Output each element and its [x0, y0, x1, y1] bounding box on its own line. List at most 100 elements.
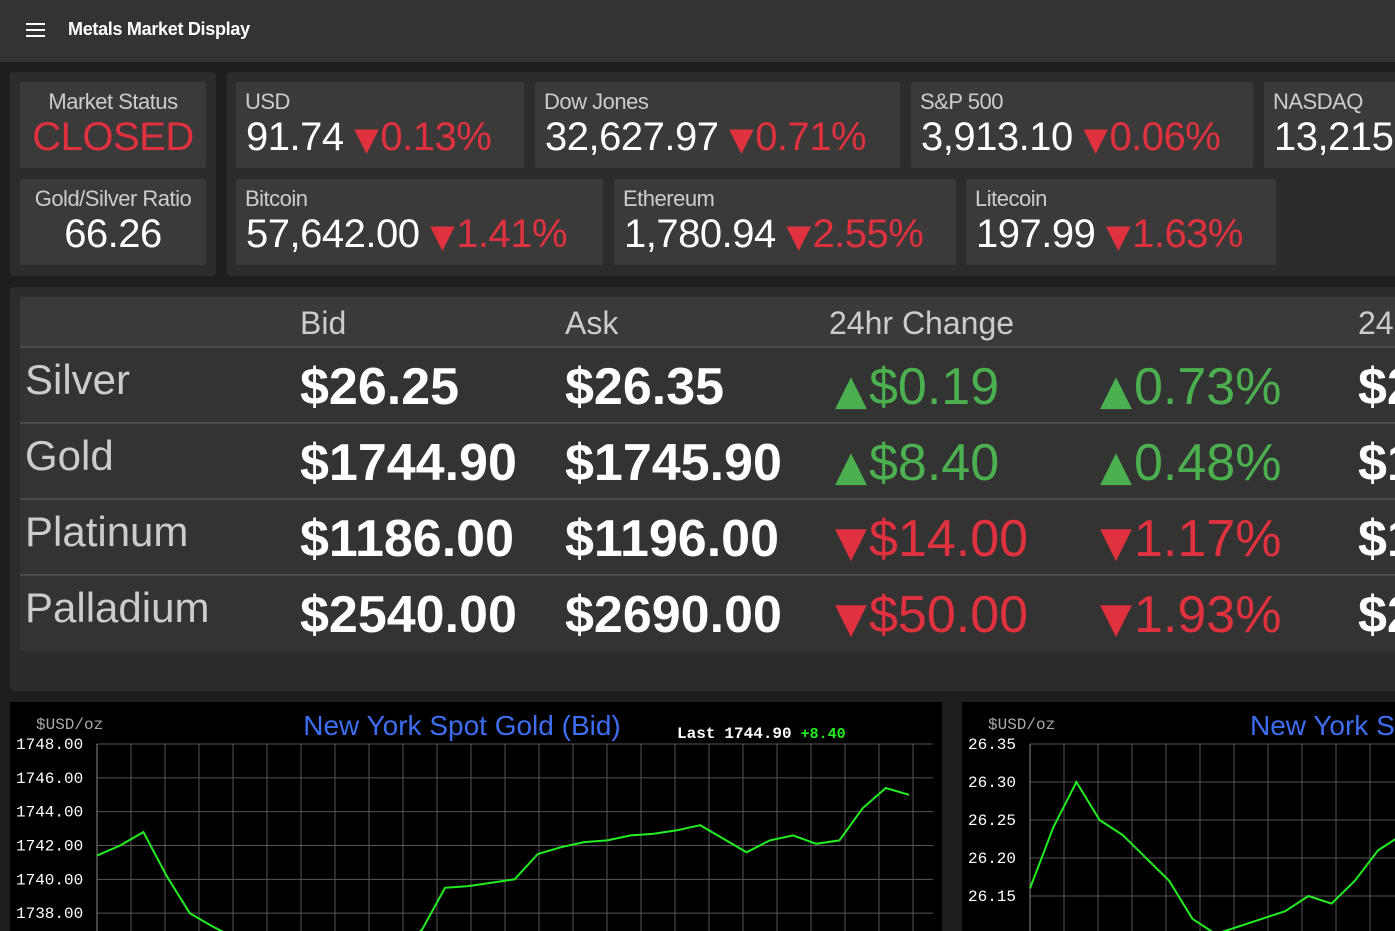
last-value: 1744.90: [724, 725, 791, 743]
metal-name: Platinum: [25, 508, 189, 555]
app-title: Metals Market Display: [68, 19, 250, 39]
ratio-card: Gold/Silver Ratio 66.26: [20, 179, 206, 265]
y-tick-label: 26.30: [968, 774, 1016, 792]
change: $8.40: [835, 433, 999, 493]
price-line: [96, 786, 910, 931]
ticker-value-line: 197.99 1.63%: [976, 212, 1244, 257]
ticker-change: 0.13%: [354, 115, 492, 159]
unit-label: $USD/oz: [988, 716, 1055, 734]
change-pct: 0.73%: [1100, 357, 1281, 417]
change: $14.00: [835, 509, 1028, 569]
change-pct: 1.93%: [1100, 585, 1281, 645]
metal-row: Silver $26.25 $26.35 $0.19 0.73% $2: [20, 346, 1395, 423]
ticker-name: Bitcoin: [245, 186, 308, 211]
ticker-value-line: 91.74 0.13%: [246, 115, 492, 160]
ticker-card: Ethereum 1,780.94 2.55%: [614, 179, 956, 265]
ticker-change: 1.41%: [430, 212, 568, 256]
table-header: Bid Ask 24hr Change 24: [20, 297, 1395, 346]
ticker-name: NASDAQ: [1273, 89, 1363, 114]
change-pct: 0.48%: [1100, 433, 1281, 493]
change: $0.19: [835, 357, 999, 417]
ticker-value: 3,913.10: [921, 115, 1073, 159]
card-label: Gold/Silver Ratio: [34, 186, 192, 211]
gold-chart: 1738.00 1740.00 1742.00 1744.00 1746.00 1748.…: [16, 710, 933, 931]
y-tick-label: 1742.00: [16, 838, 83, 856]
ticker-change: 1.63%: [1106, 212, 1244, 256]
ticker-card: USD 91.74 0.13%: [236, 82, 524, 168]
price-line: [1029, 779, 1395, 931]
y-tick-label: 1746.00: [16, 770, 83, 788]
ticker-change: 0.71%: [729, 115, 867, 159]
ratio-value: 66.26: [64, 212, 162, 256]
ticker-value: 1,780.94: [624, 212, 776, 256]
ask: $2690.00: [565, 586, 782, 644]
chart-title: New York S: [1250, 710, 1395, 741]
bid: $1186.00: [300, 510, 515, 568]
ticker-name: S&P 500: [920, 89, 1003, 114]
ticker-name: Dow Jones: [544, 89, 649, 114]
ticker-card: Bitcoin 57,642.00 1.41%: [236, 179, 603, 265]
ticker-value-line: 57,642.00 1.41%: [246, 212, 568, 257]
extra: $2: [1358, 358, 1395, 416]
ticker-change: 2.55%: [786, 212, 924, 256]
ask: $1196.00: [565, 510, 780, 568]
y-tick-label: 1744.00: [16, 804, 83, 822]
y-tick-label: 1740.00: [16, 871, 83, 889]
column-header: 24hr Change: [829, 305, 1015, 341]
ticker-value: 197.99: [976, 212, 1096, 256]
bid: $2540.00: [300, 586, 517, 644]
metal-name: Palladium: [25, 584, 210, 631]
ticker-card: Litecoin 197.99 1.63%: [966, 179, 1276, 265]
metal-row: Platinum $1186.00 $1196.00 $14.00 1.17% …: [20, 498, 1395, 575]
ticker-value: 57,642.00: [246, 212, 420, 256]
extra: $2: [1358, 586, 1395, 644]
ticker-value: 13,215: [1274, 115, 1394, 159]
ticker-name: Ethereum: [623, 186, 715, 211]
ticker-name: Litecoin: [975, 186, 1047, 211]
extra: $1: [1358, 434, 1395, 492]
unit-label: $USD/oz: [36, 716, 103, 734]
menu-icon[interactable]: [26, 22, 46, 38]
silver-chart: 26.15 26.20 26.25 26.30 26.35 $USD/oz New York…: [968, 710, 1395, 931]
bid: $1744.90: [300, 434, 517, 492]
ticker-change: 0.06%: [1083, 115, 1221, 159]
last-label: Last: [677, 725, 715, 743]
chart-title: New York Spot Gold (Bid): [303, 710, 621, 741]
ticker-value: 32,627.97: [545, 115, 719, 159]
market-status: CLOSED: [32, 115, 194, 159]
ticker-card: Dow Jones 32,627.97 0.71%: [535, 82, 900, 168]
chart-panel: [962, 702, 1395, 931]
extra: $1: [1358, 510, 1395, 568]
bid: $26.25: [300, 358, 460, 416]
ticker-card: NASDAQ 13,215: [1264, 82, 1395, 168]
y-tick-label: 26.20: [968, 850, 1016, 868]
y-tick-label: 1748.00: [16, 736, 83, 754]
y-tick-label: 26.15: [968, 888, 1016, 906]
last-change: +8.40: [801, 726, 846, 743]
column-header: Ask: [565, 305, 619, 341]
column-header: 24: [1358, 305, 1394, 341]
change-pct: 1.17%: [1100, 509, 1281, 569]
y-tick-label: 26.25: [968, 812, 1016, 830]
metal-name: Silver: [25, 356, 131, 403]
y-tick-label: 26.35: [968, 736, 1016, 754]
ticker-value-line: 32,627.97 0.71%: [545, 115, 867, 160]
last-price: Last 1744.90 +8.40: [677, 725, 846, 743]
app-bar: Metals Market Display: [0, 0, 1395, 62]
change: $50.00: [835, 585, 1028, 645]
y-tick-label: 1738.00: [16, 905, 83, 923]
metal-name: Gold: [25, 432, 114, 479]
column-header: Bid: [300, 305, 347, 341]
ask: $1745.90: [565, 434, 782, 492]
ticker-name: USD: [245, 89, 290, 114]
card-label: Market Status: [48, 89, 178, 114]
metal-row: Gold $1744.90 $1745.90 $8.40 0.48% $1: [20, 422, 1395, 499]
ticker-value-line: 1,780.94 2.55%: [624, 212, 924, 257]
ticker-value: 91.74: [246, 115, 344, 159]
status-card: Market Status CLOSED: [20, 82, 206, 168]
ticker-value-line: 3,913.10 0.06%: [921, 115, 1221, 160]
ask: $26.35: [565, 358, 725, 416]
ticker-card: S&P 500 3,913.10 0.06%: [911, 82, 1253, 168]
metal-row: Palladium $2540.00 $2690.00 $50.00 1.93%…: [20, 574, 1395, 651]
